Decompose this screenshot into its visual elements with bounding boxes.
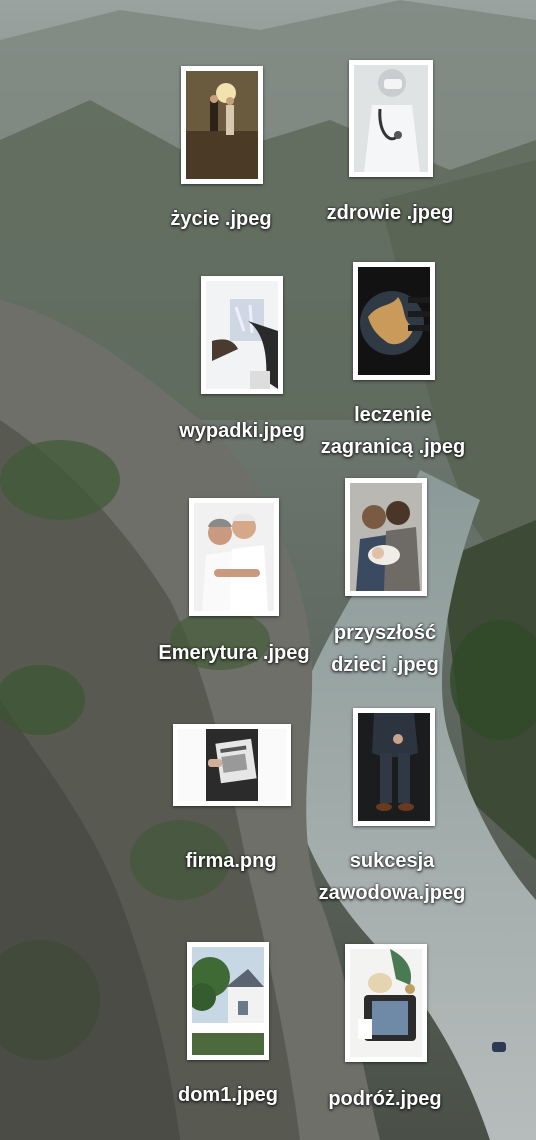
file-label[interactable]: wypadki.jpeg <box>179 420 305 442</box>
file-label-line1[interactable]: przyszłość <box>333 622 437 644</box>
businessman-photo-icon[interactable] <box>353 708 435 826</box>
file-label[interactable]: Emerytura .jpeg <box>158 642 310 664</box>
file-label[interactable]: dom1.jpeg <box>177 1084 278 1106</box>
xray-photo-icon[interactable] <box>201 276 283 394</box>
family-photo-icon[interactable] <box>181 66 263 184</box>
file-label-line1[interactable]: sukcesja <box>349 850 435 872</box>
parents-baby-photo-icon[interactable] <box>345 478 427 596</box>
house-photo-icon[interactable] <box>187 942 269 1060</box>
seniors-photo-icon[interactable] <box>189 498 279 616</box>
file-label-line1[interactable]: leczenie <box>354 404 432 426</box>
file-label[interactable]: życie .jpeg <box>170 208 272 230</box>
doctor-photo-icon[interactable] <box>349 60 433 177</box>
file-label[interactable]: firma.png <box>185 850 277 872</box>
file-label-line2[interactable]: zagranicą .jpeg <box>320 436 466 458</box>
suitcase-photo-icon[interactable] <box>345 944 427 1062</box>
globe-photo-icon[interactable] <box>353 262 435 380</box>
file-label-line2[interactable]: dzieci .jpeg <box>331 654 439 676</box>
newspaper-photo-icon[interactable] <box>173 724 291 806</box>
file-label-line2[interactable]: zawodowa.jpeg <box>318 882 466 904</box>
file-label[interactable]: podróż.jpeg <box>328 1088 442 1110</box>
file-label[interactable]: zdrowie .jpeg <box>326 202 454 224</box>
